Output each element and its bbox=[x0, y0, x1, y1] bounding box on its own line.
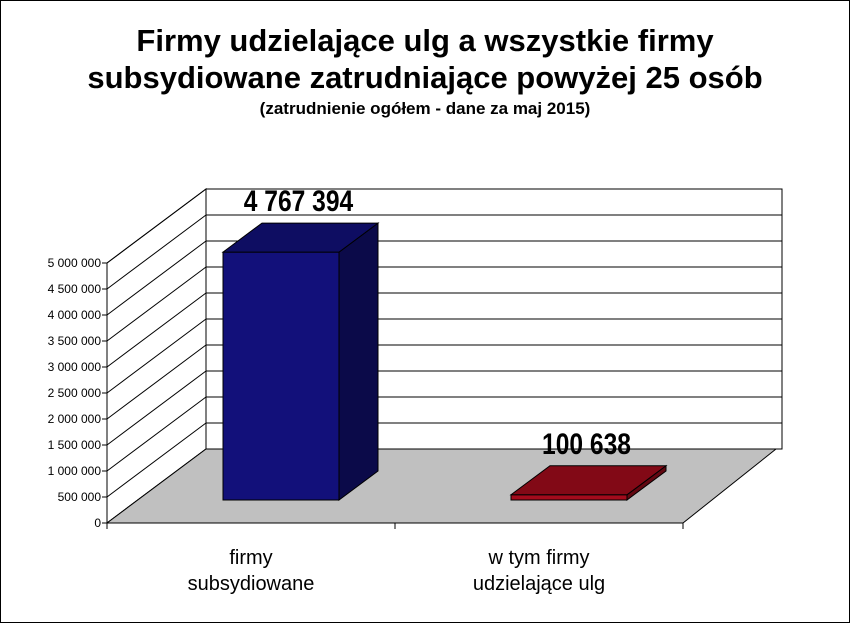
category-label: subsydiowane bbox=[188, 573, 315, 595]
bar-front bbox=[222, 251, 340, 501]
gridline-diagonal bbox=[106, 344, 207, 420]
y-axis: 0 500 000 1 000 000 1 500 000 2 000 000 2 500… bbox=[48, 256, 108, 530]
chart-title-line-2: subsydiowane zatrudniające powyżej 25 os… bbox=[87, 60, 763, 95]
bar bbox=[221, 222, 380, 501]
y-tick-label: 3 000 000 bbox=[48, 360, 102, 374]
y-tick-label: 500 000 bbox=[58, 490, 102, 504]
value-label: 4 767 394 bbox=[244, 184, 354, 218]
category-label: firmy bbox=[229, 547, 272, 569]
gridline-diagonal bbox=[106, 266, 207, 342]
gridline-diagonal bbox=[106, 292, 207, 368]
bar bbox=[509, 464, 668, 501]
y-tick-label: 3 500 000 bbox=[48, 334, 102, 348]
category-label: udzielające ulg bbox=[473, 573, 605, 595]
value-labels: 4 767 394 100 638 bbox=[244, 184, 631, 461]
bars bbox=[221, 222, 668, 501]
bar-front bbox=[510, 494, 628, 501]
chart-subtitle: (zatrudnienie ogółem - dane za maj 2015) bbox=[259, 99, 591, 118]
chart-floor bbox=[105, 448, 778, 524]
category-label: w tym firmy bbox=[487, 547, 589, 569]
gridline-diagonal bbox=[106, 318, 207, 394]
gridline-diagonal bbox=[106, 370, 207, 446]
bar-top bbox=[509, 465, 668, 496]
y-tick-label: 1 500 000 bbox=[48, 438, 102, 452]
y-tick-label: 2 500 000 bbox=[48, 386, 102, 400]
y-tick-label: 1 000 000 bbox=[48, 464, 102, 478]
x-axis: firmy subsydiowane w tym firmy udzielające … bbox=[106, 522, 684, 595]
bar-side bbox=[338, 222, 379, 501]
gridline-diagonal bbox=[106, 422, 207, 498]
y-tick-label: 5 000 000 bbox=[48, 256, 102, 270]
y-tick-label: 4 500 000 bbox=[48, 282, 102, 296]
y-tick-label: 2 000 000 bbox=[48, 412, 102, 426]
value-label: 100 638 bbox=[542, 426, 631, 460]
chart-title-line-1: Firmy udzielające ulg a wszystkie firmy bbox=[136, 23, 714, 58]
gridline-diagonal bbox=[106, 188, 207, 264]
gridline-diagonal bbox=[106, 240, 207, 316]
bar-top bbox=[221, 222, 380, 253]
gridline-diagonal bbox=[106, 214, 207, 290]
y-tick-label: 0 bbox=[94, 516, 101, 530]
gridline-diagonal bbox=[106, 396, 207, 472]
chart-title-block: Firmy udzielające ulg a wszystkie firmy … bbox=[0, 22, 850, 120]
y-tick-label: 4 000 000 bbox=[48, 308, 102, 322]
